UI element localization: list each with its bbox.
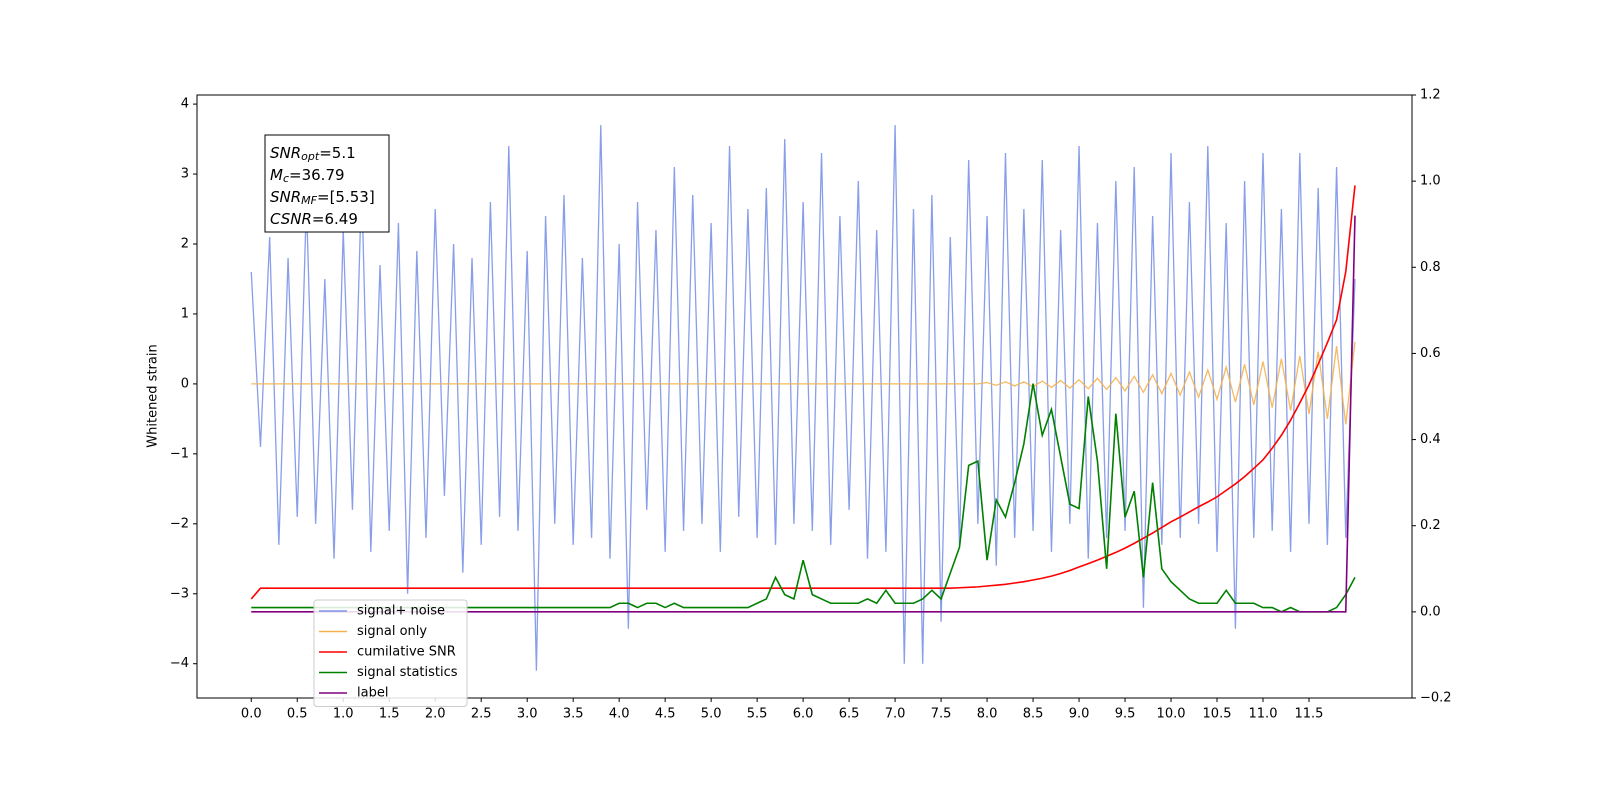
x-tick-label: 6.0 (793, 707, 814, 722)
y2-tick-label: 0.0 (1420, 604, 1441, 619)
x-tick-label: 4.5 (655, 707, 676, 722)
annotation-symbol: M (270, 166, 283, 184)
annotation: SNRopt=5.1 (270, 144, 356, 164)
x-tick-label: 9.5 (1115, 707, 1136, 722)
x-tick-label: 10.5 (1203, 707, 1232, 722)
x-tick-label: 3.5 (563, 707, 584, 722)
legend-label: signal only (357, 624, 427, 639)
y-axis-label: Whitened strain (146, 344, 161, 447)
legend-label: signal+ noise (357, 604, 445, 619)
y2-tick-label: −0.2 (1420, 691, 1452, 706)
y-tick-label: −4 (170, 656, 189, 671)
x-tick-label: 2.0 (425, 707, 446, 722)
y-tick-label: −2 (170, 516, 189, 531)
annotation: CSNR=6.49 (270, 210, 358, 228)
x-tick-label: 9.0 (1069, 707, 1090, 722)
annotation-subscript: c (283, 172, 289, 185)
annotation-subscript: MF (301, 194, 317, 207)
annotation-text: =36.79 (289, 166, 345, 184)
annotation-symbol: SNR (270, 144, 301, 162)
x-tick-label: 8.0 (977, 707, 998, 722)
annotation: SNRMF=[5.53] (270, 188, 375, 208)
y-tick-label: −1 (170, 446, 189, 461)
y2-tick-label: 0.6 (1420, 346, 1441, 361)
annotation-text: =[5.53] (317, 188, 375, 206)
annotation-box (264, 134, 390, 233)
x-tick-label: 4.0 (609, 707, 630, 722)
y2-tick-label: 0.8 (1420, 260, 1441, 275)
x-tick-label: 5.5 (747, 707, 768, 722)
axes-frame (196, 94, 1413, 699)
y-tick-label: 3 (181, 167, 189, 182)
legend-label: cumilative SNR (357, 645, 456, 660)
x-tick-label: 1.5 (379, 707, 400, 722)
annotation-subscript: opt (301, 150, 320, 163)
legend-label: label (357, 686, 388, 701)
y-tick-label: 4 (181, 97, 189, 112)
annotation-symbol: CSNR (270, 210, 312, 228)
y-tick-label: 0 (181, 376, 189, 391)
annotation: Mc=36.79 (270, 166, 345, 186)
y2-tick-label: 0.2 (1420, 518, 1441, 533)
x-tick-label: 6.5 (839, 707, 860, 722)
y2-tick-label: 1.2 (1420, 88, 1441, 103)
x-tick-label: 11.5 (1295, 707, 1324, 722)
x-tick-label: 1.0 (333, 707, 354, 722)
x-tick-label: 2.5 (471, 707, 492, 722)
y2-tick-label: 0.4 (1420, 432, 1441, 447)
y-tick-label: 2 (181, 237, 189, 252)
y2-tick-label: 1.0 (1420, 174, 1441, 189)
annotation-text: =6.49 (312, 210, 358, 228)
series-line (251, 341, 1356, 425)
x-tick-label: 7.0 (885, 707, 906, 722)
x-tick-label: 10.0 (1157, 707, 1186, 722)
plot-area (250, 125, 1356, 671)
x-tick-label: 11.0 (1249, 707, 1278, 722)
x-tick-label: 3.0 (517, 707, 538, 722)
x-tick-label: 5.0 (701, 707, 722, 722)
x-tick-label: 7.5 (931, 707, 952, 722)
series-line (251, 383, 1356, 613)
annotation-text: =5.1 (319, 144, 355, 162)
legend-box (313, 599, 468, 707)
x-tick-label: 0.5 (287, 707, 308, 722)
series-line (251, 215, 1356, 613)
y-tick-label: −3 (170, 586, 189, 601)
x-tick-label: 8.5 (1023, 707, 1044, 722)
series-line (250, 125, 1356, 671)
series-line (250, 185, 1356, 600)
annotation-symbol: SNR (270, 188, 301, 206)
legend-label: signal statistics (357, 665, 458, 680)
x-tick-label: 0.0 (241, 707, 262, 722)
y-tick-label: 1 (181, 306, 189, 321)
